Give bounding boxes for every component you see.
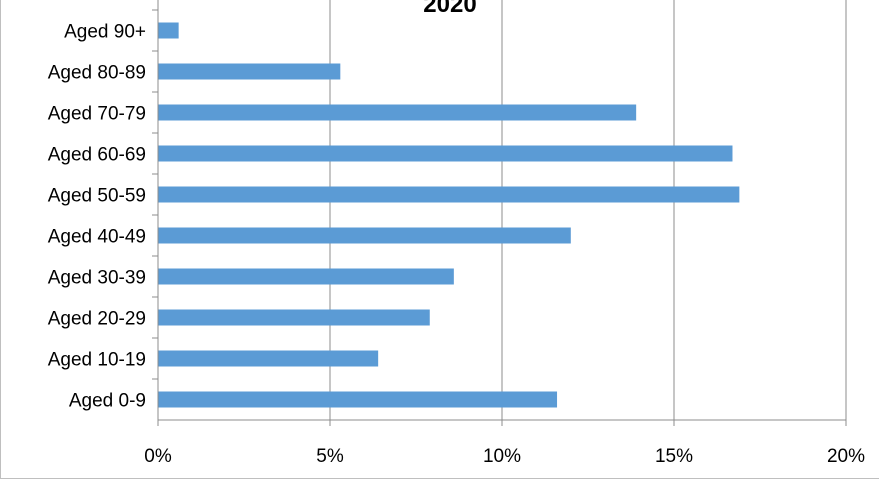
bar: [158, 391, 558, 408]
x-tick-label: 15%: [655, 446, 693, 467]
bar: [158, 227, 571, 244]
category-label: Aged 10-19: [48, 350, 146, 371]
bar: [158, 268, 454, 285]
bar: [158, 309, 430, 326]
bar: [158, 104, 637, 121]
x-tick-label: 5%: [316, 446, 344, 467]
bars: [158, 22, 740, 408]
bar: [158, 145, 733, 162]
bar: [158, 350, 379, 367]
x-tick-label: 10%: [483, 446, 521, 467]
category-label: Aged 30-39: [48, 268, 146, 289]
labels: 0% 5% 10% 15% 20% Aged 0-9 Aged 10-19 Aged 20-2…: [48, 22, 865, 468]
axes: [152, 0, 847, 426]
category-label: Aged 20-29: [48, 309, 146, 330]
category-label: Aged 50-59: [48, 186, 146, 207]
chart-title: 2020: [423, 0, 476, 18]
category-label: Aged 70-79: [48, 104, 146, 125]
x-tick-label: 20%: [827, 446, 865, 467]
bar: [158, 22, 179, 39]
bar: [158, 63, 341, 80]
category-label: Aged 0-9: [69, 391, 146, 412]
bar: [158, 186, 740, 203]
category-label: Aged 40-49: [48, 227, 146, 248]
category-label: Aged 80-89: [48, 63, 146, 84]
gridlines: [329, 0, 847, 420]
x-tick-label: 0%: [144, 446, 172, 467]
category-label: Aged 60-69: [48, 145, 146, 166]
category-label: Aged 90+: [64, 22, 146, 43]
